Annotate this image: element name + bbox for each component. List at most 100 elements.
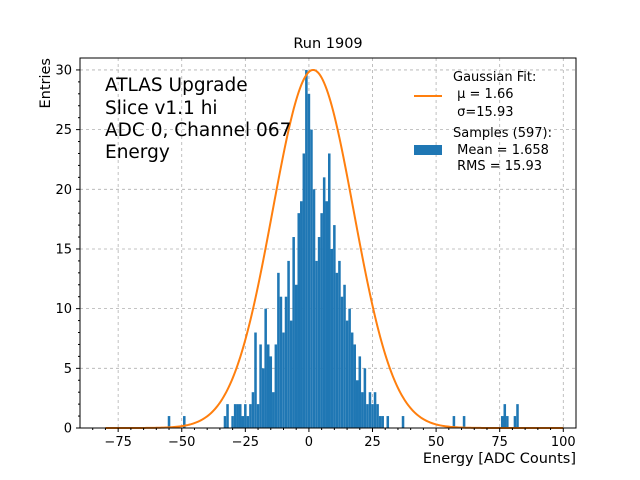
histogram-bar (516, 404, 519, 428)
histogram-bar (315, 260, 318, 428)
plot-frame (79, 57, 577, 429)
histogram-bar (236, 404, 239, 428)
histogram-bar (462, 416, 466, 428)
histogram-bar (231, 416, 234, 428)
histogram-bar (361, 392, 364, 428)
histogram-bar (353, 344, 356, 428)
histogram-bar (310, 129, 313, 429)
legend-samples-swatch (414, 145, 442, 155)
axis-ticks: −75 −50 −25 0 25 50 75 100 0 5 10 15 20 25 30 (55, 63, 575, 450)
histogram-bar (363, 368, 367, 428)
x-tick-label: 100 (551, 435, 576, 450)
histogram-bar (452, 416, 456, 428)
y-tick-label: 15 (55, 242, 72, 257)
histogram-bar (246, 416, 250, 428)
histogram-bar (223, 416, 227, 428)
histogram-bar (279, 296, 283, 428)
x-tick-label: 50 (428, 435, 445, 450)
histogram-bar (368, 392, 372, 428)
x-tick-label: −25 (232, 435, 259, 450)
histogram-bar (338, 260, 341, 428)
histogram-bar (320, 213, 323, 428)
histogram-bar (371, 404, 374, 428)
histogram-bar (322, 177, 326, 428)
histogram-bar (317, 237, 321, 428)
histogram-bar (251, 392, 255, 428)
chart-title: Run 1909 (293, 36, 362, 52)
legend-fit-sigma: σ=15.93 (453, 105, 513, 120)
histogram-bar (249, 404, 252, 428)
histogram-bar (287, 260, 290, 428)
histogram-bar (378, 416, 382, 428)
legend-samples-mean: Mean = 1.658 (453, 143, 549, 158)
histogram-bar (264, 308, 267, 428)
y-tick-label: 10 (55, 302, 72, 317)
annotation-line-4: Energy (105, 142, 170, 163)
histogram-bar (284, 296, 288, 428)
histogram-bar (300, 201, 303, 428)
legend-fit-title: Gaussian Fit: (453, 70, 536, 85)
histogram-bar (340, 296, 344, 428)
histogram-bar (343, 284, 346, 428)
histogram-bar (289, 320, 293, 428)
x-tick-label: −75 (104, 435, 131, 450)
histogram-bar (373, 392, 377, 428)
annotation-line-3: ADC 0, Channel 067 (105, 120, 291, 141)
legend-samples-title: Samples (597): (453, 126, 552, 141)
x-tick-label: −50 (168, 435, 195, 450)
histogram-bar (355, 380, 359, 428)
x-axis-label: Energy [ADC Counts] (423, 451, 576, 467)
x-tick-label: 0 (305, 435, 313, 450)
y-tick-label: 30 (55, 63, 72, 78)
histogram-bar (348, 308, 351, 428)
y-tick-label: 25 (55, 123, 72, 138)
histogram-bar (269, 356, 273, 428)
histogram-bar (241, 416, 245, 428)
histogram-bar (244, 404, 247, 428)
histogram-bar (238, 404, 242, 428)
histogram-bar (328, 153, 331, 429)
histogram-bar (506, 416, 509, 428)
histogram-bar (366, 404, 369, 428)
y-tick-label: 20 (55, 183, 72, 198)
histogram-bar (333, 225, 336, 428)
histogram-bar (266, 344, 270, 428)
histogram-bar (305, 69, 308, 428)
histogram-bar (254, 332, 257, 428)
histogram-bar (350, 332, 354, 428)
histogram-bar (256, 404, 260, 428)
histogram-bar (358, 356, 362, 428)
histogram-bar (233, 404, 237, 428)
annotation-line-1: ATLAS Upgrade (105, 75, 248, 96)
histogram-bars (167, 69, 519, 429)
histogram-bar (183, 416, 186, 428)
histogram-bar (167, 416, 171, 428)
x-tick-label: 25 (364, 435, 381, 450)
histogram-bar (513, 416, 517, 428)
histogram-bar (226, 404, 229, 428)
histogram-bar (500, 416, 504, 428)
histogram-bar (401, 416, 405, 428)
histogram-bar (345, 320, 349, 428)
histogram-bar (386, 416, 390, 428)
histogram-bar (381, 416, 384, 428)
y-tick-label: 5 (64, 362, 72, 377)
histogram-bar (261, 368, 265, 428)
annotation-line-2: Slice v1.1 hi (105, 98, 218, 119)
histogram-bar (503, 404, 507, 428)
histogram-bar (307, 93, 311, 428)
histogram-bar (277, 272, 280, 428)
histogram-bar (272, 392, 275, 428)
histogram-bar (294, 284, 298, 428)
histogram-bar (259, 344, 262, 428)
histogram-bar (312, 189, 316, 428)
histogram-bar (292, 237, 295, 428)
histogram-bar (297, 213, 301, 428)
histogram-bar (376, 404, 379, 428)
x-tick-label: 75 (491, 435, 508, 450)
y-tick-label: 0 (64, 422, 72, 437)
histogram-bar (325, 201, 328, 428)
legend: Gaussian Fit: μ = 1.66 σ=15.93 Samples (… (414, 70, 552, 174)
histogram-bar (302, 153, 306, 429)
